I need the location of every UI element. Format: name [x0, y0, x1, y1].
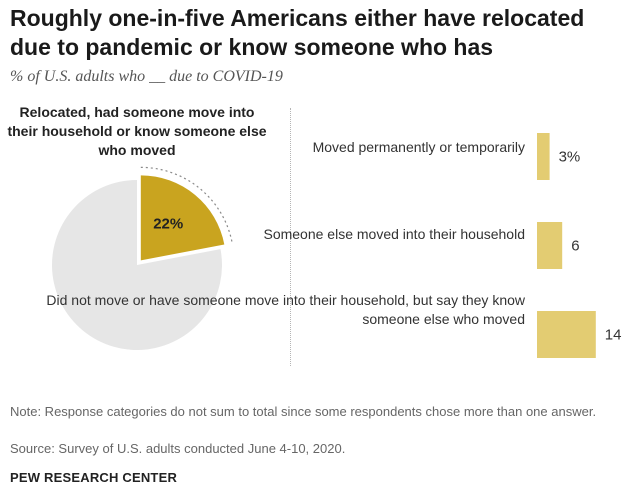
bar-value-label-0: 3%	[559, 149, 581, 166]
bar-label-someone-moved-in: Someone else moved into their household	[263, 226, 525, 242]
bar-0	[537, 133, 550, 180]
chart-source: Source: Survey of U.S. adults conducted …	[10, 441, 346, 456]
chart-note: Note: Response categories do not sum to …	[10, 404, 597, 419]
pie-highlight-arc	[140, 166, 233, 244]
pie-slice-label: 22%	[153, 215, 183, 232]
bar-value-label-1: 6	[571, 238, 579, 255]
brand-name: PEW RESEARCH CENTER	[10, 470, 178, 485]
bar-label-know-someone: Did not move or have someone move into t…	[46, 292, 525, 327]
pie-slice-other	[52, 180, 222, 350]
chart-subtitle: % of U.S. adults who __ due to COVID-19	[10, 68, 283, 85]
bar-value-label-2: 14	[605, 327, 622, 344]
bar-2	[537, 311, 596, 358]
panel-divider	[290, 108, 291, 366]
bar-1	[537, 222, 563, 269]
bar-label-moved: Moved permanently or temporarily	[312, 139, 525, 155]
pie-label: Relocated, had someone move into their h…	[7, 104, 267, 158]
chart-title: Roughly one-in-five Americans either hav…	[10, 5, 585, 60]
pie-slice-relocated	[140, 175, 225, 261]
